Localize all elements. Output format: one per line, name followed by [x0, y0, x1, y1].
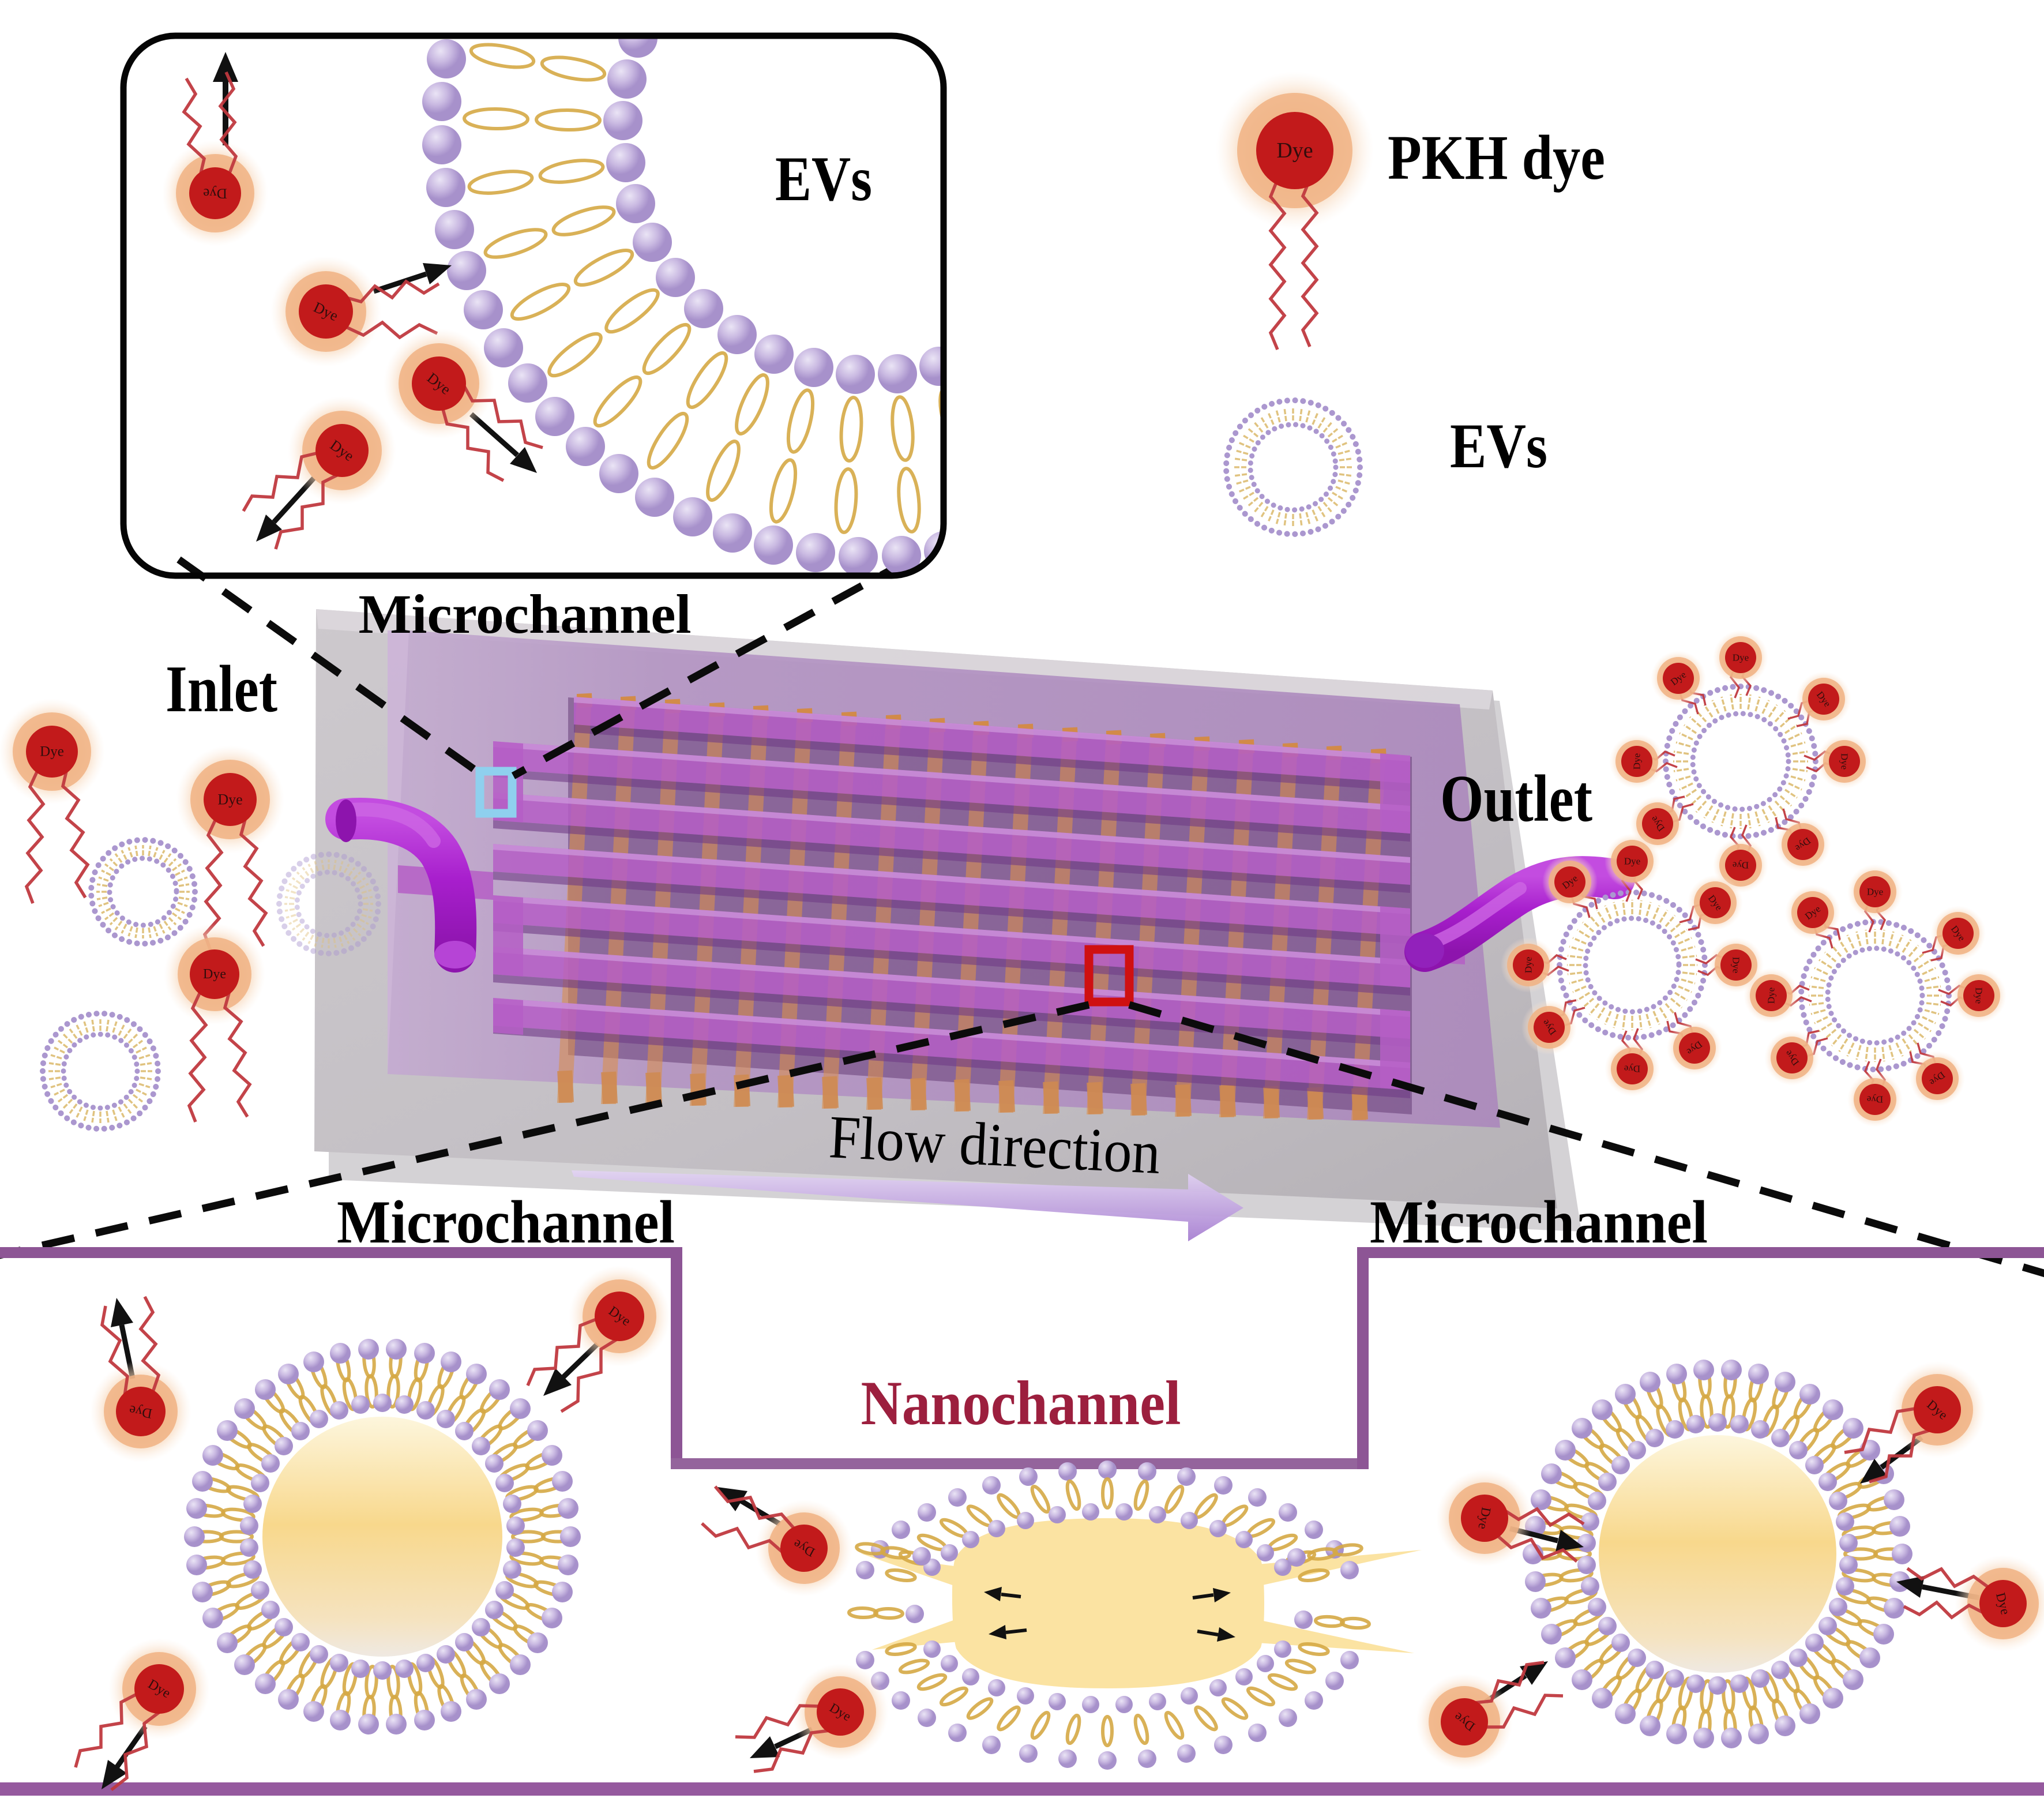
svg-text:PKH dye: PKH dye	[1388, 122, 1605, 193]
svg-text:Outlet: Outlet	[1440, 762, 1592, 835]
svg-text:Dye: Dye	[1839, 753, 1850, 769]
svg-text:Microchannel: Microchannel	[337, 1188, 675, 1256]
svg-text:Dye: Dye	[40, 744, 64, 760]
svg-text:Dye: Dye	[1867, 887, 1883, 898]
svg-text:Dye: Dye	[1624, 856, 1640, 867]
svg-text:Dye: Dye	[1731, 957, 1742, 973]
svg-text:Microchannel: Microchannel	[1370, 1188, 1708, 1256]
svg-text:Nanochannel: Nanochannel	[861, 1368, 1181, 1438]
svg-text:Dye: Dye	[1632, 753, 1643, 769]
svg-text:Dye: Dye	[1733, 860, 1749, 871]
svg-text:Microchannel: Microchannel	[359, 583, 692, 645]
svg-text:EVs: EVs	[1450, 411, 1547, 481]
svg-text:Dye: Dye	[203, 967, 226, 982]
svg-text:Dye: Dye	[1733, 652, 1749, 663]
svg-text:Dye: Dye	[1867, 1094, 1883, 1105]
svg-text:Dye: Dye	[1276, 138, 1313, 163]
svg-text:Dye: Dye	[1766, 988, 1777, 1004]
svg-text:EVs: EVs	[775, 144, 872, 214]
svg-text:Dye: Dye	[1624, 1064, 1640, 1075]
svg-text:Inlet: Inlet	[166, 652, 277, 726]
svg-text:Dye: Dye	[1523, 957, 1534, 973]
svg-text:Dye: Dye	[217, 791, 242, 808]
svg-text:Dye: Dye	[1974, 988, 1985, 1004]
svg-text:Flow direction: Flow direction	[828, 1103, 1162, 1187]
svg-text:Dye: Dye	[203, 186, 227, 201]
